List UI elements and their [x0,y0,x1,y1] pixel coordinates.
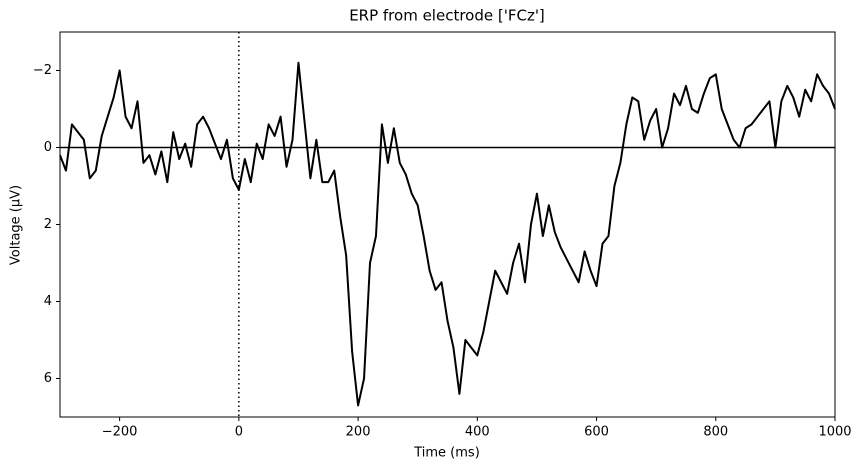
y-tick-label: 6 [44,371,52,386]
y-tick-label: 4 [44,294,52,309]
y-axis-label: Voltage (µV) [9,185,24,265]
x-tick-label: 200 [346,425,371,440]
x-tick-label: 400 [465,425,490,440]
y-tick-label: 2 [44,217,52,232]
x-tick-label: 1000 [818,425,851,440]
x-tick-label: 800 [703,425,728,440]
x-tick-label: 0 [235,425,243,440]
x-tick-label: −200 [102,425,138,440]
plot-frame [59,31,836,418]
chart-title: ERP from electrode ['FCz'] [349,7,545,25]
x-tick-label: 600 [584,425,609,440]
y-tick-label: 0 [44,140,52,155]
data-line [59,61,836,407]
y-tick-label: −2 [33,63,52,78]
x-axis-label: Time (ms) [413,446,480,461]
